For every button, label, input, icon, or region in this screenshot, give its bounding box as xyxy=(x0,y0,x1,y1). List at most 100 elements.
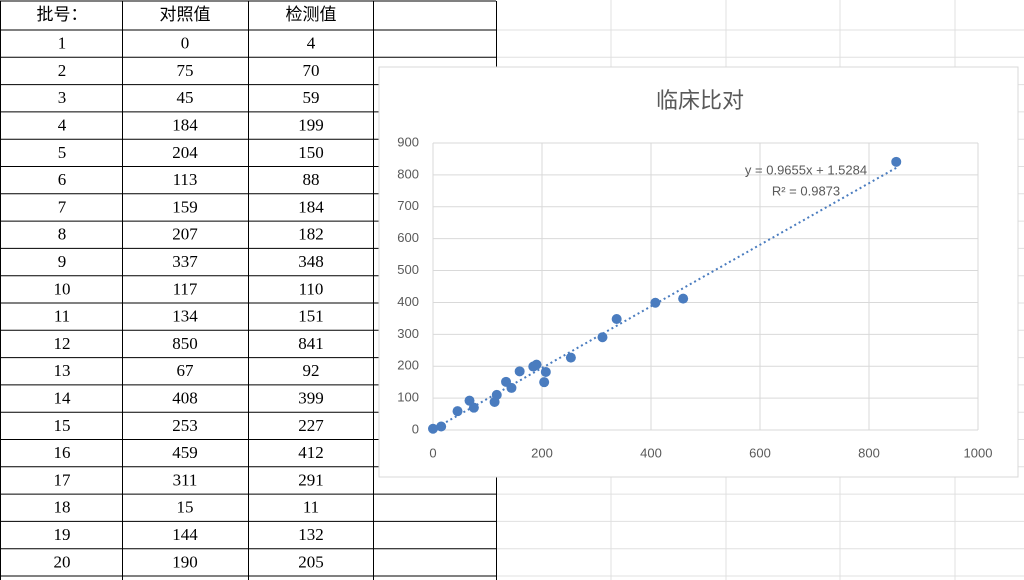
x-tick-label: 600 xyxy=(749,445,771,460)
point xyxy=(452,406,463,417)
chart-area[interactable] xyxy=(378,66,1019,478)
y-tick-label: 500 xyxy=(397,262,419,277)
table-cell: 207 xyxy=(172,225,198,244)
point xyxy=(539,377,550,388)
table-cell: 15 xyxy=(177,498,194,517)
x-tick-label: 0 xyxy=(429,445,436,460)
point xyxy=(650,297,661,308)
y-tick-label: 400 xyxy=(397,294,419,309)
table-cell: 184 xyxy=(298,197,324,216)
x-tick-label: 400 xyxy=(640,445,662,460)
table-cell: 134 xyxy=(172,307,198,326)
table-cell: 132 xyxy=(298,525,324,544)
table-cell: 459 xyxy=(172,443,198,462)
table-cell: 190 xyxy=(172,552,198,571)
chart: 0 100 200 300 400 500 600 700 800 900 0 200 400 600 80… xyxy=(397,134,992,460)
table-cell: 5 xyxy=(58,143,67,162)
table-cell: 408 xyxy=(172,388,198,407)
table-cell: 117 xyxy=(173,279,198,298)
table-cell: 16 xyxy=(54,443,71,462)
table-cell: 4 xyxy=(58,115,67,134)
trendline-r-squared: R² = 0.9873 xyxy=(772,183,840,198)
table-cell: 12 xyxy=(54,334,71,353)
chart-title: 临床比对 xyxy=(656,89,744,114)
point xyxy=(597,332,608,343)
table-cell: 227 xyxy=(298,416,324,435)
table-cell: 150 xyxy=(298,143,324,162)
header-cell: 检测值 xyxy=(286,5,337,24)
trendline-equation: y = 0.9655x + 1.5284 xyxy=(745,162,867,177)
table-cell: 850 xyxy=(172,334,198,353)
table-cell: 88 xyxy=(303,170,320,189)
table-cell: 144 xyxy=(172,525,198,544)
table-cell: 6 xyxy=(58,170,67,189)
table-cell: 10 xyxy=(54,279,71,298)
table-cell: 199 xyxy=(298,115,324,134)
table-cell: 110 xyxy=(299,279,324,298)
table-cell: 159 xyxy=(172,197,198,216)
table-cell: 1 xyxy=(58,34,67,53)
table-cell: 92 xyxy=(303,361,320,380)
x-tick-label: 800 xyxy=(858,445,880,460)
table-cell: 17 xyxy=(54,470,72,489)
y-tick-label: 300 xyxy=(397,326,419,341)
table-cell: 337 xyxy=(172,252,198,271)
header-cell: 批号： xyxy=(37,5,88,24)
table-cell: 18 xyxy=(54,498,71,517)
point xyxy=(491,389,502,400)
point xyxy=(565,352,576,363)
table-cell: 841 xyxy=(298,334,324,353)
table-cell: 75 xyxy=(177,61,194,80)
table-cell: 11 xyxy=(303,498,319,517)
table-cell: 204 xyxy=(172,143,198,162)
point xyxy=(428,423,438,434)
y-tick-label: 600 xyxy=(397,230,419,245)
point xyxy=(611,314,622,325)
table-cell: 8 xyxy=(58,225,67,244)
point xyxy=(514,366,525,377)
y-tick-label: 200 xyxy=(397,358,419,373)
point xyxy=(464,395,475,406)
table-cell: 59 xyxy=(303,88,320,107)
table-cell: 7 xyxy=(58,197,67,216)
table-cell: 67 xyxy=(177,361,195,380)
table-cell: 253 xyxy=(172,416,198,435)
table-cell: 14 xyxy=(54,388,72,407)
y-tick-label: 800 xyxy=(397,166,419,181)
table-cell: 11 xyxy=(54,307,70,326)
table-cell: 184 xyxy=(172,115,198,134)
table-cell: 9 xyxy=(58,252,67,271)
table-cell: 348 xyxy=(298,252,324,271)
point xyxy=(678,293,689,304)
table-cell: 70 xyxy=(303,61,320,80)
y-tick-label: 0 xyxy=(412,421,419,436)
y-tick-label: 900 xyxy=(397,134,419,149)
table-cell: 20 xyxy=(54,552,71,571)
table-cell: 412 xyxy=(298,443,324,462)
x-tick-label: 1000 xyxy=(964,445,993,460)
table-cell: 0 xyxy=(181,34,190,53)
point xyxy=(506,382,517,393)
trendline xyxy=(432,166,897,431)
table-cell: 19 xyxy=(54,525,71,544)
point xyxy=(891,156,902,167)
x-tick-label: 200 xyxy=(531,445,553,460)
table-cell: 151 xyxy=(298,307,324,326)
table-cell: 399 xyxy=(298,388,324,407)
header-cell: 对照值 xyxy=(160,5,211,24)
point xyxy=(540,366,551,377)
table-cell: 45 xyxy=(177,88,194,107)
table-cell: 113 xyxy=(173,170,198,189)
table-cell: 15 xyxy=(54,416,71,435)
y-tick-label: 100 xyxy=(397,390,419,405)
point xyxy=(531,359,542,370)
table-cell: 4 xyxy=(307,34,316,53)
table-cell: 291 xyxy=(298,470,324,489)
table-cell: 2 xyxy=(58,61,67,80)
table-cell: 13 xyxy=(54,361,71,380)
y-tick-label: 700 xyxy=(397,198,419,213)
table-cell: 3 xyxy=(58,88,67,107)
table-cell: 205 xyxy=(298,552,324,571)
table-cell: 182 xyxy=(298,225,324,244)
